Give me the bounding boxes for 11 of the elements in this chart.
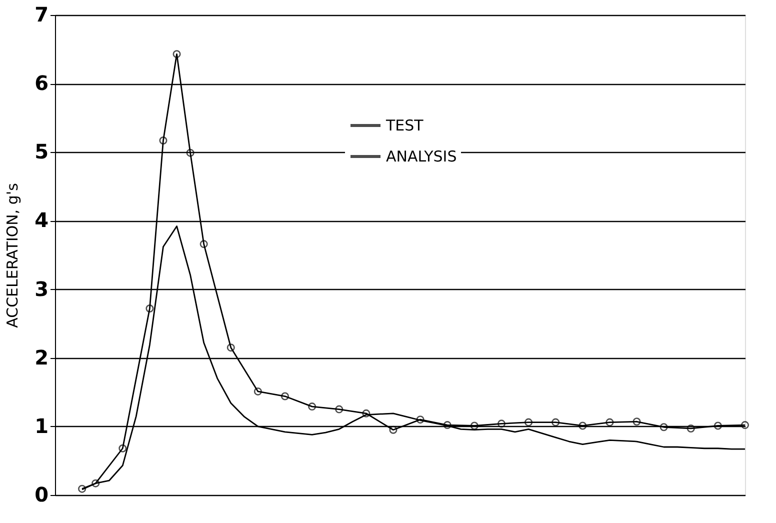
- y-axis-title: ACCELERATION, g's: [4, 182, 22, 328]
- y-tick-label: 0: [34, 482, 48, 506]
- y-tick-label: 6: [34, 71, 48, 96]
- y-tick-label: 3: [34, 276, 48, 301]
- legend-label: ANALYSIS: [386, 148, 457, 166]
- y-tick-label: 2: [34, 345, 48, 370]
- y-tick-label: 1: [34, 414, 48, 438]
- legend-label: TEST: [385, 116, 424, 134]
- y-tick-label: 4: [34, 208, 48, 232]
- y-tick-label: 7: [34, 2, 48, 26]
- y-tick-label: 5: [34, 140, 48, 164]
